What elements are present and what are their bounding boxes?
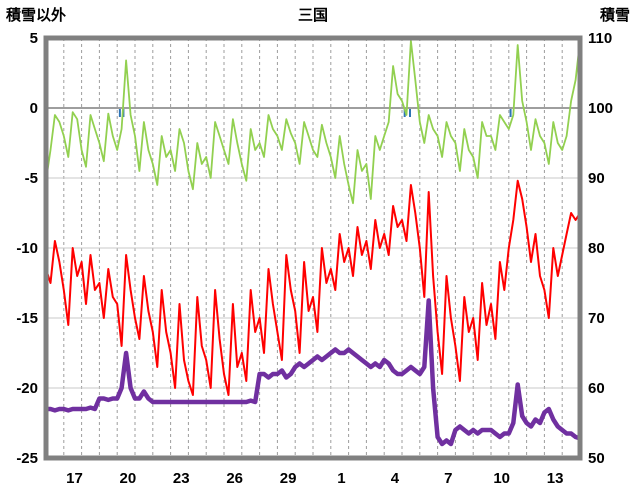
right-axis-tick-label: 80 <box>588 240 605 257</box>
x-axis-tick-label: 13 <box>547 470 564 487</box>
left-axis-tick-label: -5 <box>25 170 38 187</box>
right-axis-tick-label: 50 <box>588 450 605 467</box>
plot-frame <box>43 35 583 461</box>
x-axis-tick-label: 20 <box>120 470 137 487</box>
temperature-green <box>45 39 581 205</box>
x-axis-tick-label: 4 <box>391 470 400 487</box>
left-axis-title: 積雪以外 <box>6 7 67 24</box>
left-axis-tick-label: -20 <box>16 380 38 397</box>
right-axis-tick-label: 100 <box>588 100 613 117</box>
left-axis-tick-label: -15 <box>16 310 38 327</box>
snow-depth-purple <box>43 298 583 447</box>
right-axis-tick-label: 90 <box>588 170 605 187</box>
x-axis-tick-label: 29 <box>280 470 297 487</box>
x-axis-tick-label: 7 <box>444 470 452 487</box>
right-axis-tick-label: 70 <box>588 310 605 327</box>
left-axis-tick-label: 5 <box>30 30 38 47</box>
x-axis-tick-label: 1 <box>337 470 345 487</box>
right-axis-title: 積雪 <box>599 7 630 24</box>
right-axis-tick-label: 110 <box>588 30 612 47</box>
x-axis-tick-label: 17 <box>66 470 83 487</box>
left-axis-tick-label: -25 <box>16 450 38 467</box>
x-axis-tick-label: 26 <box>226 470 243 487</box>
x-axis-tick-label: 23 <box>173 470 190 487</box>
right-axis-tick-label: 60 <box>588 380 605 397</box>
temperature-red <box>45 179 581 396</box>
x-axis-tick-label: 10 <box>493 470 510 487</box>
left-axis-tick-label: -10 <box>16 240 38 257</box>
left-axis-tick-label: 0 <box>30 100 38 117</box>
chart-title: 三国 <box>297 7 328 24</box>
